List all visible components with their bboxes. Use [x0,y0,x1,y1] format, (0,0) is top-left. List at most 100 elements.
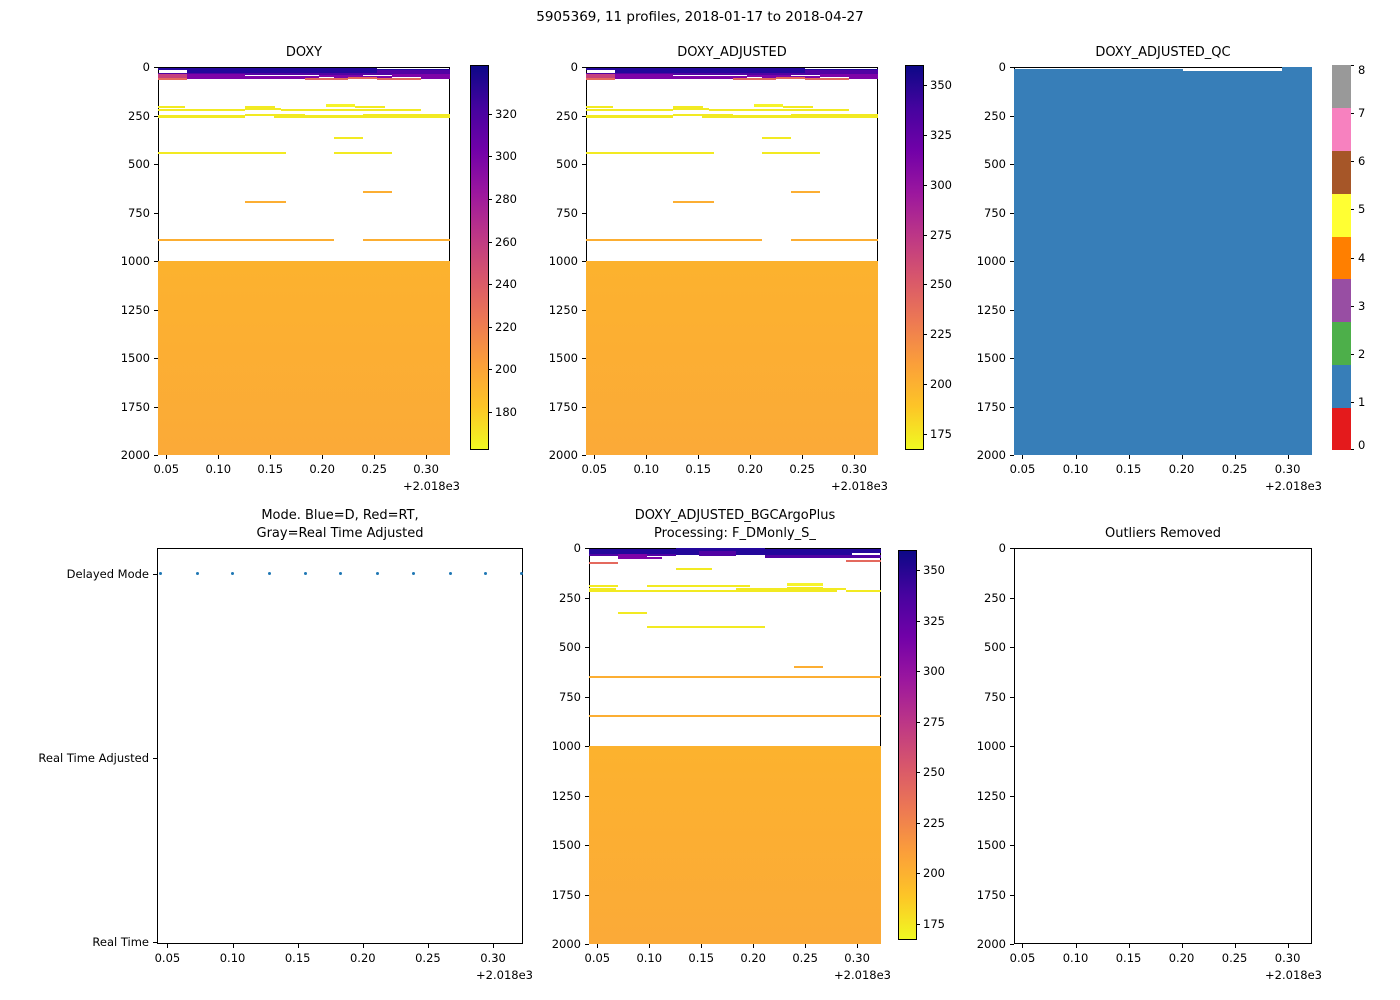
colorbar-tickmark [489,156,492,158]
y-tick-label: 250 [559,590,581,605]
y-tickmark [582,455,586,456]
heatmap-segment [245,113,305,116]
heatmap-segment [158,152,286,155]
y-tick-label: 1500 [120,351,150,365]
y-tick-label: 750 [556,205,578,220]
x-tickmark [270,455,272,459]
colorbar-doxy [470,65,489,450]
heatmap-segment [245,108,281,111]
heatmap-segment [280,109,334,112]
y-tick-label: 750 [559,689,581,704]
x-tickmark [802,455,804,459]
colorbar-tick-label: 250 [923,765,945,780]
heatmap-segment [245,69,320,75]
y-tickmark [154,212,158,214]
y-tick-label: 1250 [548,302,578,317]
colorbar-tickmark [1351,209,1354,211]
mode-data-point [483,572,487,576]
heatmap-segment [319,68,378,75]
y-tickmark [585,944,589,945]
colorbar-color-segment [1332,364,1351,408]
y-tick-label: 2000 [976,448,1006,462]
y-tick-label: 1500 [976,351,1006,365]
colorbar-tick-label: 250 [930,277,952,292]
x-tick-label: 0.05 [584,951,611,965]
x-axis-offset-label: +2.018e3 [1265,968,1322,982]
y-tick-label: 500 [559,640,581,654]
x-tick-label: 0.15 [685,462,712,476]
colorbar-tick-label: 2 [1358,346,1366,361]
colorbar-color-segment [1332,107,1351,152]
colorbar-tick-label: 325 [923,613,945,628]
y-tick-label: 2000 [120,448,150,462]
x-axis-offset-label: +2.018e3 [403,479,460,493]
y-tick-label: 250 [128,108,150,123]
heatmap-segment [589,715,881,718]
heatmap-segment [845,590,881,593]
heatmap-segment [735,587,846,590]
deep-orange-block [589,746,881,944]
x-tickmark [232,944,234,948]
colorbar-tick-label: 275 [923,714,945,729]
x-tick-label: 0.30 [480,951,506,965]
heatmap-segment [787,586,823,589]
x-tick-label: 0.05 [1009,951,1036,965]
y-tickmark [582,164,586,165]
heatmap-segment [764,556,881,559]
heatmap-segment [158,109,246,112]
x-tick-label: 0.25 [1221,462,1248,476]
colorbar-tick-label: 180 [495,404,517,419]
x-tick-label: 0.15 [688,951,715,965]
heatmap-segment [158,239,334,242]
y-tickmark [1010,845,1014,846]
heatmap-segment [805,78,849,81]
y-tick-label: 750 [984,205,1006,220]
y-tickmark [154,67,158,68]
y-tickmark [154,455,158,456]
colorbar-color-segment [1332,407,1351,451]
colorbar-tickmark [1351,113,1354,115]
y-tickmark [154,115,158,117]
y-tickmark [1010,115,1014,117]
heatmap-segment [420,76,450,79]
y-tick-label: 2000 [976,937,1006,951]
y-tick-label: 500 [128,157,150,171]
colorbar-tickmark [917,620,920,622]
y-tickmark [154,164,158,165]
colorbar-tickmark [924,84,927,86]
colorbar-tickmark [489,241,492,243]
y-tickmark [1010,406,1014,408]
y-tickmark [582,115,586,117]
x-tickmark [1022,455,1024,459]
mode-data-point [339,572,343,576]
colorbar-tick-label: 200 [930,377,952,392]
y-category-label: Real Time Adjusted [38,750,149,765]
mode-data-point [520,572,524,576]
x-tick-label: 0.25 [792,951,818,965]
colorbar-tickmark [1351,353,1354,355]
y-tick-label: 1750 [976,887,1006,902]
colorbar-tickmark [489,369,492,371]
colorbar-tick-label: 275 [930,227,952,242]
plot-panel-outliers [1014,548,1312,944]
heatmap-segment [362,114,450,117]
colorbar-tickmark [489,411,492,413]
y-tick-label: 1000 [551,739,581,753]
heatmap-segment [761,152,820,155]
heatmap-segment [187,73,246,79]
heatmap-segment [747,68,806,75]
x-tick-label: 0.25 [415,951,441,965]
deep-orange-block [158,261,450,455]
y-tickmark [153,757,157,759]
heatmap-segment [589,548,677,551]
x-tick-label: 0.25 [361,462,387,476]
y-tickmark [585,696,589,698]
colorbar-tickmark [917,671,920,673]
heatmap-segment [618,554,648,559]
x-tickmark [493,944,495,948]
mode-data-point [375,572,379,576]
y-tickmark [582,358,586,359]
heatmap-segment [274,115,334,118]
heatmap-segment [819,73,878,76]
x-tickmark [698,455,700,459]
